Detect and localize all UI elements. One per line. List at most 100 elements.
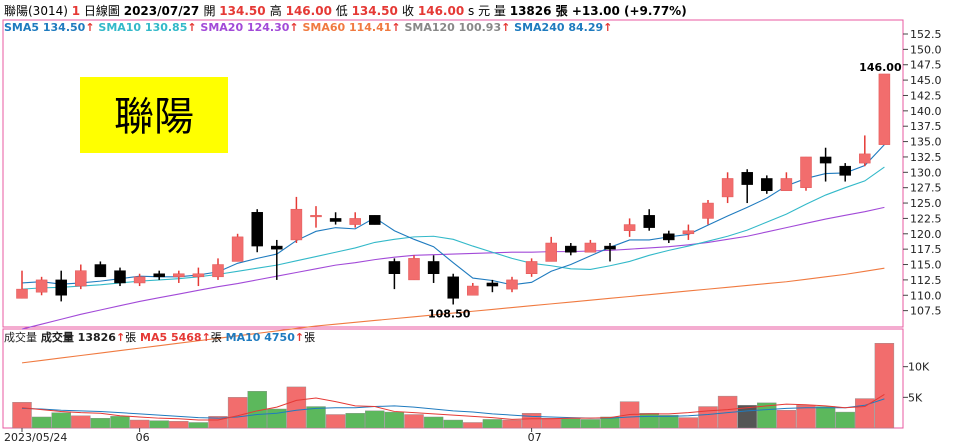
candle xyxy=(663,230,675,244)
volume-legend-item: 成交量 xyxy=(4,330,37,344)
volume-bar xyxy=(286,386,307,429)
header-quote: 聯陽(3014) 1 日線圖 2023/07/27 開 134.50 高 146… xyxy=(4,3,687,18)
candle-body xyxy=(94,264,107,278)
candle xyxy=(623,218,636,237)
price-annotation: 146.00 xyxy=(859,61,902,74)
candle xyxy=(271,239,283,280)
up-arrow-icon: ↑ xyxy=(116,331,125,344)
close-suffix: s 元 xyxy=(464,4,494,18)
candle xyxy=(761,175,773,194)
volume-legend-item: MA10 4750 xyxy=(226,331,296,344)
volume-bar xyxy=(51,412,71,429)
candle xyxy=(545,236,557,262)
quote-date: 2023/07/27 xyxy=(124,4,204,18)
candle-body xyxy=(153,273,165,278)
vol_ma5-line xyxy=(21,394,885,421)
volume-bars xyxy=(12,343,895,429)
candle-body xyxy=(75,270,87,287)
candle xyxy=(682,224,695,240)
candle xyxy=(486,279,499,293)
candle-body xyxy=(761,178,773,192)
candle xyxy=(741,169,753,204)
candle-body xyxy=(800,156,812,188)
vol_ma10-line xyxy=(21,398,885,419)
candle xyxy=(408,255,420,281)
candle-body xyxy=(819,156,832,164)
volume-bar xyxy=(776,410,797,429)
date-tick-label: 06 xyxy=(136,431,150,444)
candle-body xyxy=(780,178,793,192)
price-tick-label: 140.0 xyxy=(910,105,942,118)
price-tick-label: 137.5 xyxy=(910,120,942,133)
volume-bar xyxy=(208,416,228,429)
candle-body xyxy=(447,276,459,299)
candle-body xyxy=(231,236,244,262)
candle-body xyxy=(251,212,263,247)
ma-legend: SMA5 134.50↑ SMA10 130.85↑ SMA20 124.30↑… xyxy=(4,21,612,34)
price-annotations: 146.00 108.50 xyxy=(428,61,902,321)
candle xyxy=(604,243,616,262)
price-tick-label: 107.5 xyxy=(910,305,942,318)
candle-body xyxy=(604,245,616,250)
candle-body xyxy=(55,279,67,296)
close-label: 收 xyxy=(402,4,418,18)
ma-legend-item: SMA120 100.93 xyxy=(404,21,501,34)
low-value: 134.50 xyxy=(352,4,402,18)
candle xyxy=(55,270,67,302)
volume-label: 量 xyxy=(494,4,510,18)
volume-bar xyxy=(365,410,385,429)
candle-body xyxy=(839,165,851,176)
volume-bar xyxy=(404,414,424,429)
candle xyxy=(16,270,28,299)
volume-bar xyxy=(639,413,659,429)
price-axis: 107.5 110.0 112.5 115.0 117.5 120.0 122.5 125.0… xyxy=(903,28,942,318)
volume-bar xyxy=(600,416,620,429)
candle xyxy=(427,255,440,283)
open-label: 開 xyxy=(203,4,219,18)
moving-averages xyxy=(21,144,885,364)
price-tick-label: 115.0 xyxy=(910,259,942,272)
price-tick-label: 112.5 xyxy=(910,274,942,287)
candle xyxy=(329,212,342,225)
candle xyxy=(173,270,185,283)
up-arrow-icon: ↑ xyxy=(85,21,94,34)
volume-bar xyxy=(443,419,463,429)
price-tick-label: 127.5 xyxy=(910,182,942,195)
candle-body xyxy=(486,282,499,287)
high-label: 高 xyxy=(270,3,286,18)
price-annotation: 108.50 xyxy=(428,307,471,320)
up-arrow-icon: ↑ xyxy=(289,21,298,34)
volume-legend-item: 成交量 13826 xyxy=(41,330,116,344)
candle-body xyxy=(663,233,675,241)
volume-bar xyxy=(502,419,522,429)
candle xyxy=(153,270,165,280)
volume-legend-item: MA5 5468 xyxy=(140,331,202,344)
candle xyxy=(525,258,538,277)
date-tick-label: 2023/05/24 xyxy=(4,431,67,444)
candle xyxy=(231,233,244,262)
candle-body xyxy=(584,242,597,253)
candle xyxy=(447,273,459,305)
volume-bar xyxy=(71,415,91,429)
price-panel xyxy=(2,19,904,328)
volume-bar xyxy=(815,406,836,429)
candle-body xyxy=(427,261,440,274)
candles xyxy=(16,73,891,305)
overlay-label-box xyxy=(80,77,228,153)
candle-body xyxy=(35,279,48,293)
low-label: 低 xyxy=(332,4,352,18)
candle-body xyxy=(192,273,205,278)
high-value: 146.00 xyxy=(286,4,332,18)
candle xyxy=(506,276,518,293)
sma20-line xyxy=(21,206,885,330)
volume-bar xyxy=(874,343,895,429)
price-tick-label: 145.0 xyxy=(910,74,942,87)
candle-body xyxy=(565,245,577,253)
candle xyxy=(349,212,361,228)
volume-bar xyxy=(169,421,189,429)
price-tick-label: 132.5 xyxy=(910,151,942,164)
volume-bar xyxy=(463,422,483,429)
volume-bar xyxy=(227,397,248,429)
candle xyxy=(839,163,851,182)
price-tick-label: 110.0 xyxy=(910,289,942,302)
